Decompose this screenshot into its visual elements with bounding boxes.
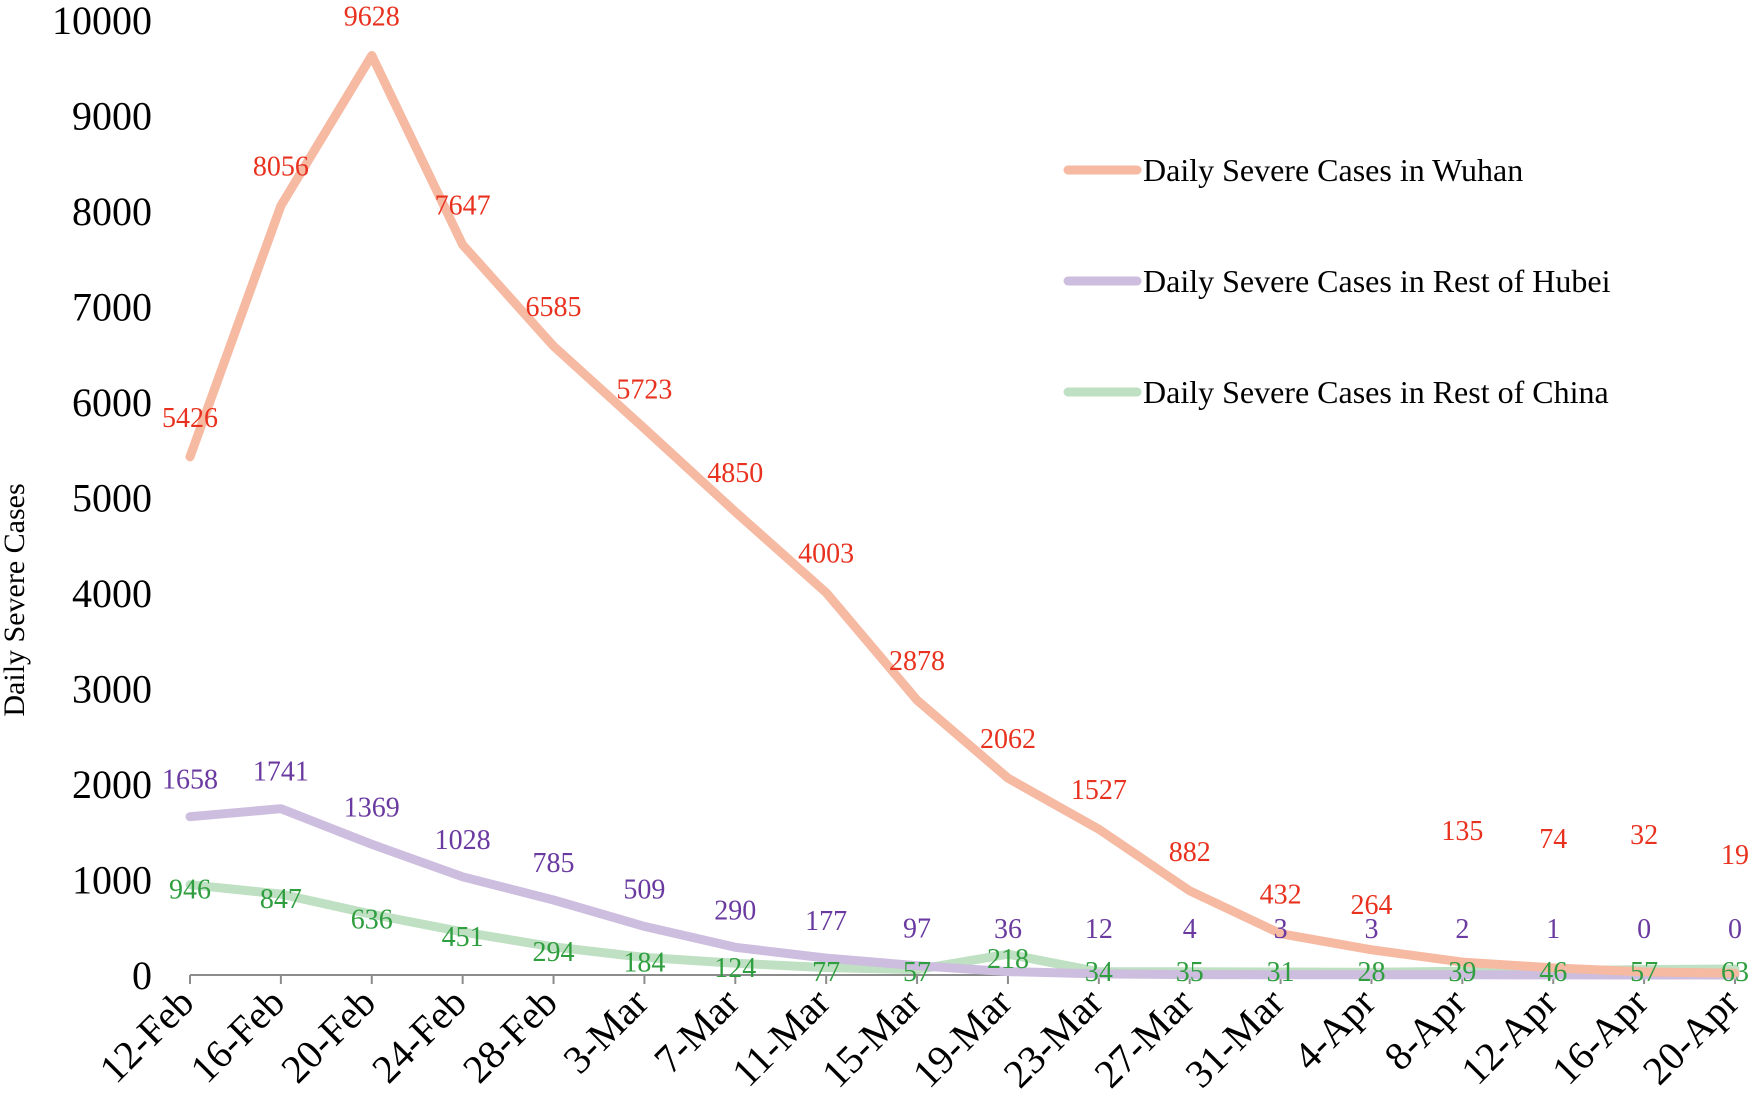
x-tick-label: 15-Mar bbox=[813, 980, 930, 1095]
series-line-0 bbox=[185, 51, 1740, 978]
data-label: 1658 bbox=[162, 765, 218, 796]
data-label: 264 bbox=[1350, 890, 1392, 921]
x-tick-label: 24-Feb bbox=[363, 980, 475, 1092]
data-label: 785 bbox=[533, 848, 575, 879]
data-label: 847 bbox=[260, 884, 302, 915]
data-label: 8056 bbox=[253, 152, 309, 183]
data-label: 6585 bbox=[526, 292, 582, 323]
data-label: 946 bbox=[169, 875, 211, 906]
data-label: 1369 bbox=[344, 792, 400, 823]
data-label: 184 bbox=[623, 947, 665, 978]
data-label: 290 bbox=[714, 895, 756, 926]
y-tick-label: 10000 bbox=[52, 0, 152, 43]
y-tick-label: 3000 bbox=[72, 667, 152, 712]
x-tick-label: 11-Mar bbox=[723, 980, 839, 1095]
y-tick-label: 4000 bbox=[72, 571, 152, 616]
data-label: 4850 bbox=[707, 458, 763, 489]
x-tick-label: 16-Feb bbox=[181, 980, 293, 1092]
data-label: 19 bbox=[1721, 840, 1748, 871]
data-label: 294 bbox=[533, 937, 575, 968]
data-label: 1028 bbox=[435, 825, 491, 856]
y-tick-label: 8000 bbox=[72, 189, 152, 234]
data-label: 509 bbox=[623, 874, 665, 905]
data-label: 124 bbox=[714, 953, 756, 984]
x-tick-label: 28-Feb bbox=[454, 980, 566, 1092]
data-label: 1527 bbox=[1071, 775, 1127, 806]
data-label: 3 bbox=[1274, 914, 1288, 945]
y-axis-title: Daily Severe Cases bbox=[0, 483, 31, 716]
data-label: 31 bbox=[1267, 957, 1295, 988]
data-label: 882 bbox=[1169, 837, 1211, 868]
series-lines bbox=[185, 51, 1740, 980]
x-tick-label: 20-Apr bbox=[1634, 980, 1748, 1094]
data-label: 97 bbox=[903, 914, 931, 945]
x-tick-label: 16-Apr bbox=[1543, 980, 1657, 1094]
data-label: 35 bbox=[1176, 957, 1204, 988]
data-label: 12 bbox=[1085, 914, 1113, 945]
series-line-2 bbox=[185, 880, 1740, 977]
data-label: 218 bbox=[987, 944, 1029, 975]
y-tick-label: 1000 bbox=[72, 858, 152, 903]
data-label: 39 bbox=[1448, 957, 1476, 988]
data-label: 4 bbox=[1183, 914, 1197, 945]
legend: Daily Severe Cases in Wuhan Daily Severe … bbox=[1063, 152, 1611, 410]
data-label: 7647 bbox=[435, 191, 491, 222]
data-label: 2062 bbox=[980, 724, 1036, 755]
y-tick-label: 0 bbox=[132, 953, 152, 998]
data-label: 0 bbox=[1637, 914, 1651, 945]
data-label: 32 bbox=[1630, 820, 1658, 851]
data-label: 432 bbox=[1260, 880, 1302, 911]
data-label: 46 bbox=[1539, 957, 1567, 988]
y-tick-label: 9000 bbox=[72, 94, 152, 139]
data-label: 5426 bbox=[162, 403, 218, 434]
data-label: 5723 bbox=[616, 374, 672, 405]
data-label: 0 bbox=[1728, 914, 1742, 945]
data-label: 1 bbox=[1546, 914, 1560, 945]
legend-label-1: Daily Severe Cases in Rest of Hubei bbox=[1143, 263, 1611, 299]
legend-label-0: Daily Severe Cases in Wuhan bbox=[1143, 152, 1523, 188]
data-label: 74 bbox=[1539, 824, 1567, 855]
y-tick-label: 5000 bbox=[72, 476, 152, 521]
x-tick-label: 23-Mar bbox=[995, 980, 1112, 1095]
data-label: 36 bbox=[994, 914, 1022, 945]
y-tick-label: 2000 bbox=[72, 762, 152, 807]
x-tick-label: 31-Mar bbox=[1176, 980, 1293, 1095]
x-tick-label: 12-Apr bbox=[1452, 980, 1566, 1094]
data-label: 177 bbox=[805, 906, 847, 937]
x-tick-label: 3-Mar bbox=[554, 980, 657, 1083]
data-label: 451 bbox=[442, 922, 484, 953]
y-tick-label: 6000 bbox=[72, 380, 152, 425]
x-tick-label: 19-Mar bbox=[904, 980, 1021, 1095]
data-label: 34 bbox=[1085, 957, 1113, 988]
data-label: 2 bbox=[1455, 914, 1469, 945]
series-line-1 bbox=[185, 804, 1740, 980]
data-label: 77 bbox=[812, 957, 840, 988]
data-label: 9628 bbox=[344, 2, 400, 33]
data-label: 57 bbox=[1630, 957, 1658, 988]
data-label: 135 bbox=[1441, 816, 1483, 847]
legend-label-2: Daily Severe Cases in Rest of China bbox=[1143, 374, 1609, 410]
data-label: 636 bbox=[351, 904, 393, 935]
data-label: 1741 bbox=[253, 757, 309, 788]
x-tick-label: 27-Mar bbox=[1085, 980, 1202, 1095]
data-labels: 5426805696287647658557234850400328782062… bbox=[162, 2, 1748, 988]
data-label: 28 bbox=[1357, 957, 1385, 988]
data-label: 4003 bbox=[798, 539, 854, 570]
data-label: 3 bbox=[1364, 914, 1378, 945]
data-label: 63 bbox=[1721, 957, 1748, 988]
data-label: 57 bbox=[903, 957, 931, 988]
x-tick-label: 20-Feb bbox=[272, 980, 384, 1092]
y-tick-label: 7000 bbox=[72, 285, 152, 330]
data-label: 2878 bbox=[889, 646, 945, 677]
x-tick-label: 4-Apr bbox=[1284, 980, 1383, 1079]
